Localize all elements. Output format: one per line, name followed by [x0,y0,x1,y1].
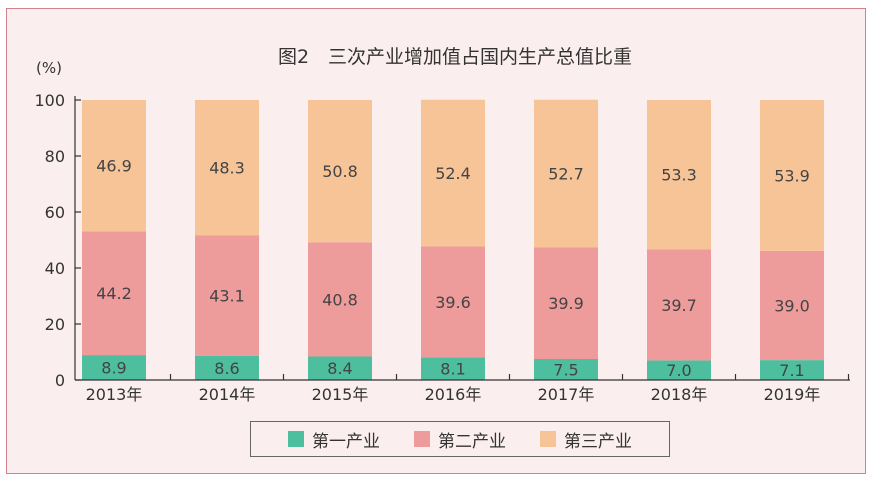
chart-title: 图2 三次产业增加值占国内生产总值比重 [278,46,632,68]
bar-segment-1-3 [421,246,485,358]
legend: 第一产业 第二产业 第三产业 [250,421,670,457]
x-tick-label-1: 2014年 [199,385,256,404]
y-tick-label-2: 40 [45,259,65,278]
data-label-0-0: 8.9 [101,359,126,378]
bar-segment-2-5 [647,100,711,250]
data-label-2-3: 52.4 [435,164,471,183]
data-label-2-5: 53.3 [661,166,697,185]
legend-item-secondary: 第二产业 [414,427,506,452]
y-axis-unit: (%) [36,59,62,77]
data-label-2-4: 52.7 [548,165,584,184]
legend-swatch-secondary [414,431,430,447]
bar-segment-2-2 [308,100,372,243]
x-tick-label-5: 2018年 [651,385,708,404]
bar-segment-2-6 [760,100,824,251]
bar-segment-0-6 [760,360,824,380]
legend-label-primary: 第一产业 [312,431,380,452]
data-label-1-5: 39.7 [661,296,697,315]
legend-item-tertiary: 第三产业 [540,427,632,452]
data-label-2-1: 48.3 [209,159,245,178]
bar-segment-0-0 [82,355,146,380]
bar-segment-0-1 [195,355,259,380]
legend-label-secondary: 第二产业 [438,431,506,452]
legend-label-tertiary: 第三产业 [564,431,632,452]
data-label-2-6: 53.9 [774,166,810,185]
data-label-2-0: 46.9 [96,157,132,176]
bar-segment-2-4 [534,99,598,248]
data-label-2-2: 50.8 [322,162,358,181]
bar-segment-1-5 [647,249,711,361]
bar-segment-0-3 [421,357,485,380]
data-label-0-5: 7.0 [666,361,691,380]
bar-segment-2-1 [195,100,259,236]
legend-swatch-primary [288,431,304,447]
data-label-1-4: 39.9 [548,294,584,313]
bar-segment-0-5 [647,360,711,380]
bar-segment-1-1 [195,235,259,356]
data-label-0-6: 7.1 [779,361,804,380]
bar-segment-0-2 [308,356,372,380]
bar-segment-2-0 [82,100,146,232]
data-label-0-2: 8.4 [327,359,352,378]
legend-swatch-tertiary [540,431,556,447]
data-label-0-1: 8.6 [214,359,239,378]
data-label-1-0: 44.2 [96,284,132,303]
data-label-0-4: 7.5 [553,361,578,380]
x-tick-label-6: 2019年 [764,385,821,404]
x-tick-label-4: 2017年 [538,385,595,404]
y-tick-label-0: 0 [55,371,65,390]
data-label-1-1: 43.1 [209,287,245,306]
x-tick-label-2: 2015年 [312,385,369,404]
bar-segment-1-4 [534,247,598,359]
data-label-1-6: 39.0 [774,297,810,316]
x-tick-label-3: 2016年 [425,385,482,404]
y-tick-label-3: 60 [45,203,65,222]
bar-segment-2-3 [421,99,485,247]
data-label-1-2: 40.8 [322,290,358,309]
y-tick-label-1: 20 [45,315,65,334]
bar-segment-1-6 [760,250,824,361]
data-label-0-3: 8.1 [440,360,465,379]
data-label-1-3: 39.6 [435,293,471,312]
y-tick-label-4: 80 [45,147,65,166]
x-tick-label-0: 2013年 [86,385,143,404]
bar-segment-1-2 [308,242,372,357]
legend-item-primary: 第一产业 [288,427,380,452]
bar-segment-1-0 [82,231,146,356]
bar-segment-0-4 [534,359,598,380]
y-tick-label-5: 100 [34,91,65,110]
